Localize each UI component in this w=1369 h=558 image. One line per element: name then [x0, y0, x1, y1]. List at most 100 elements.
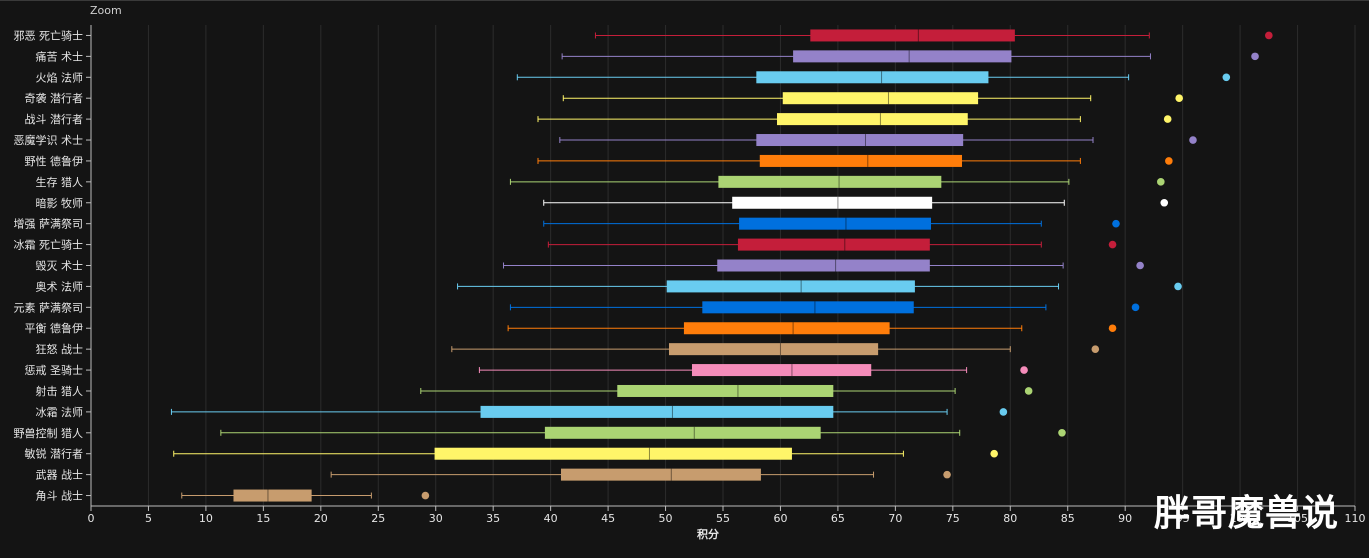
box — [544, 426, 821, 439]
outlier-point — [1020, 366, 1028, 374]
outlier-point — [1136, 261, 1144, 270]
outlier-point — [1175, 94, 1183, 102]
box — [683, 322, 890, 335]
outlier-point — [1251, 52, 1259, 61]
x-axis-title: 积分 — [697, 527, 719, 541]
outlier-point — [1160, 198, 1169, 207]
x-tick-label: 65 — [831, 512, 845, 525]
category-label: 野兽控制 猎人 — [14, 426, 84, 440]
x-tick-label: 80 — [1003, 512, 1017, 525]
x-tick-label: 90 — [1118, 512, 1132, 525]
outlier-point — [421, 491, 430, 500]
box — [810, 29, 1015, 42]
box — [782, 92, 979, 105]
outlier-point — [1163, 115, 1172, 123]
x-tick-label: 95 — [1176, 512, 1190, 525]
outlier-point — [1024, 387, 1033, 395]
outlier-point — [1157, 178, 1165, 186]
zoom-label[interactable]: Zoom — [90, 4, 122, 17]
category-label: 奇袭 潜行者 — [25, 91, 84, 105]
x-tick-label: 70 — [888, 512, 902, 525]
outlier-point — [1174, 282, 1182, 291]
box — [756, 134, 964, 147]
x-tick-label: 15 — [256, 512, 270, 525]
x-tick-label: 5 — [145, 512, 152, 525]
x-tick-label: 100 — [1230, 512, 1251, 525]
outlier-point — [1112, 219, 1120, 228]
box — [732, 196, 933, 209]
x-tick-label: 50 — [659, 512, 673, 525]
x-tick-label: 105 — [1287, 512, 1308, 525]
outlier-point — [1222, 73, 1231, 82]
outlier-point — [1131, 303, 1140, 312]
x-tick-label: 75 — [946, 512, 960, 525]
category-label: 邪恶 死亡骑士 — [14, 28, 84, 42]
category-label: 战斗 潜行者 — [25, 112, 84, 126]
box — [793, 50, 1012, 63]
box — [777, 113, 968, 126]
x-tick-label: 25 — [371, 512, 385, 525]
box — [759, 154, 963, 167]
box — [560, 468, 761, 481]
category-label: 惩戒 圣骑士 — [25, 364, 84, 377]
box — [739, 217, 931, 230]
x-tick-label: 10 — [199, 512, 213, 525]
watermark: 胖哥魔兽说 — [1153, 493, 1339, 534]
category-label: 冰霜 法师 — [36, 405, 84, 419]
category-label: 敏锐 潜行者 — [25, 447, 84, 461]
category-label: 平衡 德鲁伊 — [25, 321, 84, 335]
box — [737, 238, 930, 251]
x-tick-label: 60 — [773, 512, 787, 525]
category-label: 狂怒 战士 — [36, 342, 84, 356]
outlier-point — [1265, 31, 1273, 40]
x-tick-label: 35 — [486, 512, 500, 525]
x-tick-label: 110 — [1345, 512, 1366, 525]
x-tick-label: 0 — [88, 512, 95, 525]
outlier-point — [943, 470, 951, 479]
box — [668, 343, 879, 356]
outlier-point — [1189, 136, 1197, 144]
box — [434, 447, 792, 460]
x-tick-label: 45 — [601, 512, 615, 525]
outlier-point — [1165, 157, 1173, 165]
box — [717, 259, 930, 272]
category-label: 冰霜 死亡骑士 — [14, 238, 84, 252]
x-tick-label: 55 — [716, 512, 730, 525]
category-label: 射击 猎人 — [36, 384, 84, 398]
category-label: 火焰 法师 — [36, 70, 84, 84]
outlier-point — [999, 408, 1008, 416]
box — [480, 405, 834, 418]
box-series — [170, 29, 1273, 502]
box — [233, 489, 312, 502]
category-label: 毁灭 术士 — [36, 259, 84, 273]
category-label: 奥术 法师 — [36, 279, 84, 293]
category-label: 痛苦 术士 — [36, 49, 84, 63]
category-label: 暗影 牧师 — [36, 196, 84, 210]
x-tick-label: 30 — [429, 512, 443, 525]
outlier-point — [1108, 324, 1117, 333]
category-label: 武器 战士 — [36, 469, 84, 482]
box — [756, 71, 989, 84]
x-axis: 0 5 10 15 20 25 30 35 40 45 50 55 60 65 70 75 80 85 90 95 10… — [86, 25, 1366, 525]
category-label: 恶魔学识 术士 — [14, 133, 84, 147]
category-label: 角斗 战士 — [36, 490, 84, 503]
category-label: 生存 猎人 — [36, 175, 84, 189]
outlier-point — [990, 449, 998, 458]
box — [617, 384, 834, 397]
box — [666, 280, 915, 293]
box — [702, 301, 914, 314]
box — [718, 175, 942, 188]
x-tick-label: 40 — [544, 512, 558, 525]
x-tick-label: 20 — [314, 512, 328, 525]
x-tick-label: 85 — [1061, 512, 1075, 525]
category-label: 增强 萨满祭司 — [14, 217, 84, 231]
outlier-point — [1108, 240, 1117, 249]
category-label: 野性 德鲁伊 — [25, 154, 84, 168]
outlier-point — [1058, 429, 1066, 437]
category-label: 元素 萨满祭司 — [14, 301, 84, 314]
box — [691, 364, 872, 377]
outlier-point — [1091, 345, 1100, 353]
